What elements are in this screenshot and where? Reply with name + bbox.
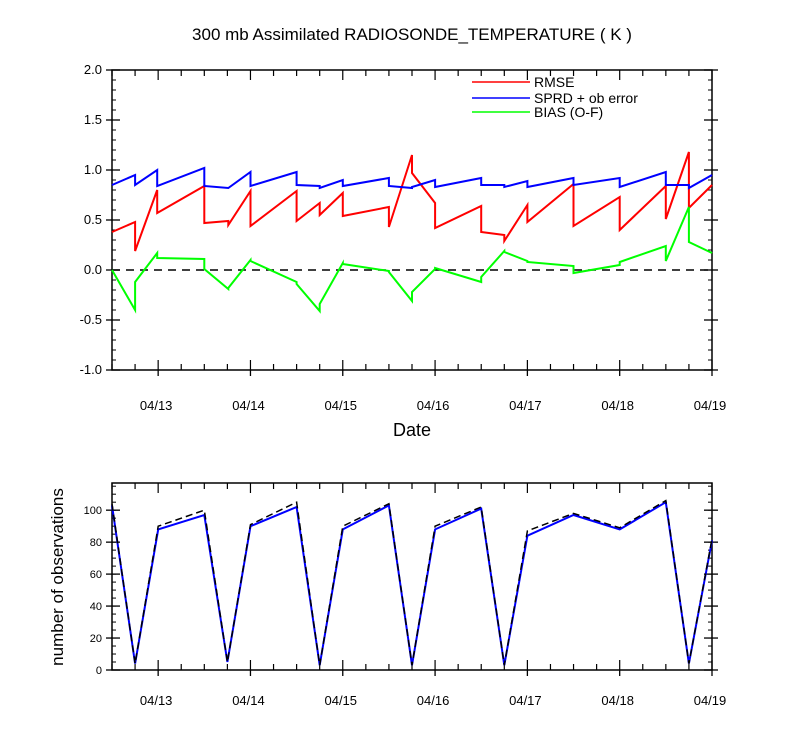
- y-tick-label: 0.5: [84, 212, 102, 227]
- x-tick-label: 04/14: [232, 693, 265, 708]
- bottom-chart-ylabel: number of observations: [48, 488, 67, 666]
- y-tick-label: -1.0: [80, 362, 102, 377]
- top-chart-xlabel: Date: [393, 420, 431, 440]
- y-tick-label: -0.5: [80, 312, 102, 327]
- x-tick-label: 04/15: [324, 398, 357, 413]
- y-tick-label: 1.5: [84, 112, 102, 127]
- y-tick-label: 40: [90, 601, 102, 613]
- y-tick-label: 2.0: [84, 62, 102, 77]
- x-tick-label: 04/19: [694, 398, 727, 413]
- series-line-0: [111, 500, 713, 666]
- x-tick-label: 04/17: [509, 693, 542, 708]
- y-tick-label: 20: [90, 633, 102, 645]
- x-tick-label: 04/18: [601, 693, 634, 708]
- top-chart-minor-ticks: [111, 69, 713, 371]
- series-line-1: [111, 166, 713, 190]
- series-line-0: [111, 151, 713, 252]
- bottom-chart-x-axis: 04/13 04/14 04/15 04/16 04/17 04/18 04/19: [140, 670, 726, 708]
- legend-sprd-label: SPRD + ob error: [534, 90, 638, 106]
- y-tick-label: 1.0: [84, 162, 102, 177]
- x-tick-label: 04/16: [417, 693, 450, 708]
- top-chart: 300 mb Assimilated RADIOSONDE_TEMPERATUR…: [80, 25, 727, 440]
- x-tick-label: 04/14: [232, 398, 265, 413]
- x-tick-label: 04/19: [694, 693, 727, 708]
- top-chart-series: [111, 151, 713, 314]
- top-chart-title: 300 mb Assimilated RADIOSONDE_TEMPERATUR…: [192, 25, 632, 44]
- y-tick-label: 0.0: [84, 262, 102, 277]
- x-tick-label: 04/13: [140, 693, 173, 708]
- y-tick-label: 60: [90, 569, 102, 581]
- x-tick-label: 04/18: [601, 398, 634, 413]
- series-line-1: [111, 499, 713, 666]
- bottom-chart-series: [111, 499, 713, 666]
- x-tick-label: 04/17: [509, 398, 542, 413]
- x-tick-label: 04/15: [324, 693, 357, 708]
- x-tick-label: 04/13: [140, 398, 173, 413]
- legend-bias-label: BIAS (O-F): [534, 104, 603, 120]
- top-chart-frame: [111, 69, 713, 371]
- x-tick-label: 04/16: [417, 398, 450, 413]
- y-tick-label: 100: [84, 505, 102, 517]
- y-tick-label: 0: [96, 665, 102, 677]
- y-tick-label: 80: [90, 537, 102, 549]
- series-line-2: [111, 206, 713, 314]
- top-chart-x-axis: 04/13 04/14 04/15 04/16 04/17 04/18 04/19: [140, 370, 726, 413]
- legend-rmse-label: RMSE: [534, 74, 574, 90]
- legend: RMSE SPRD + ob error BIAS (O-F): [472, 74, 638, 120]
- top-chart-y-axis: 2.0 1.5 1.0 0.5 0.0 -0.5 -1.0: [80, 62, 718, 377]
